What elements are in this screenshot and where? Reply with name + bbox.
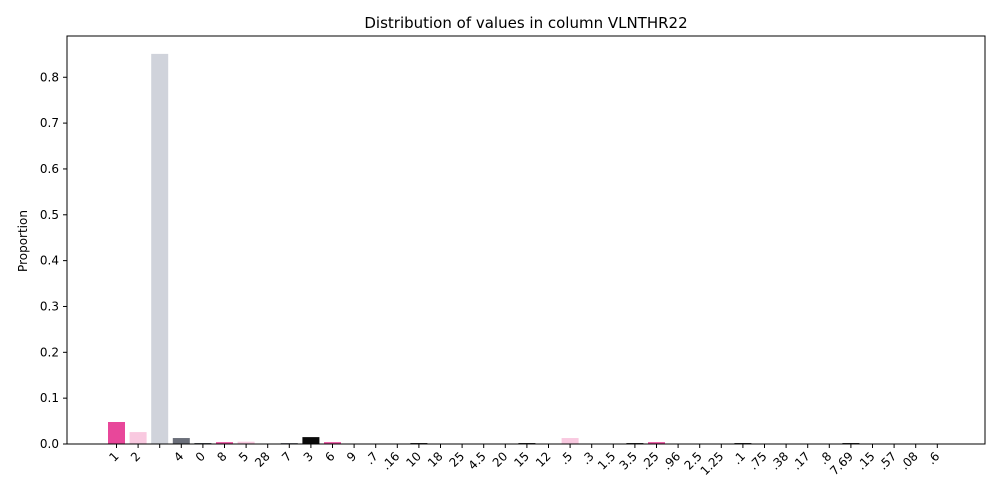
y-ticks-group: 0.0 0.1 0.2 0.3 0.4 0.5 0.6 0.7 0.8 [40, 70, 67, 451]
x-tick-label-3: 4 [171, 449, 186, 464]
x-tick-label-36: .57 [876, 449, 899, 472]
x-tick-label-21: .5 [557, 449, 575, 467]
x-ticks-group: 1 2 4 0 8 5 28 7 3 6 9.7.16 10 18 254.5 20 15 12.5.31.53… [106, 444, 942, 478]
plot-frame [66, 35, 986, 445]
y-tick-label-0: 0.0 [40, 437, 59, 451]
x-tick-label-6: 5 [236, 449, 251, 464]
bar-10 [324, 442, 341, 444]
x-tick-label-17: 4.5 [465, 449, 488, 472]
bars-group [108, 53, 946, 444]
y-tick-label-8: 0.8 [40, 70, 59, 84]
y-tick-label-6: 0.6 [40, 162, 59, 176]
x-tick-label-18: 20 [490, 449, 511, 470]
x-tick-label-8: 7 [279, 449, 294, 464]
x-tick-label-15: 18 [425, 449, 446, 470]
bar-3 [172, 438, 190, 444]
x-tick-label-31: .38 [768, 449, 791, 472]
x-tick-label-37: .08 [897, 449, 920, 472]
x-tick-label-14: 10 [403, 449, 424, 470]
bar-6 [237, 441, 255, 444]
y-tick-label-1: 0.1 [40, 391, 59, 405]
x-tick-label-38: .6 [924, 449, 942, 467]
x-tick-label-20: 12 [533, 449, 554, 470]
x-tick-label-23: 1.5 [595, 449, 618, 472]
y-tick-label-4: 0.4 [40, 254, 59, 268]
x-tick-label-0: 1 [106, 449, 121, 464]
x-tick-label-10: 6 [322, 449, 337, 464]
x-tick-label-28: 1.25 [698, 449, 727, 478]
bar-21 [561, 438, 579, 444]
x-tick-label-5: 8 [214, 449, 229, 464]
x-tick-label-11: 9 [344, 449, 359, 464]
x-tick-label-34: 7.69 [827, 449, 856, 478]
x-tick-label-22: .3 [579, 449, 597, 467]
x-tick-label-24: 3.5 [617, 449, 640, 472]
y-tick-label-5: 0.5 [40, 208, 59, 222]
x-tick-label-32: .17 [789, 449, 812, 472]
y-tick-label-2: 0.2 [40, 345, 59, 359]
bar-2 [151, 53, 169, 444]
bar-9 [302, 437, 320, 444]
x-tick-label-19: 15 [511, 449, 532, 470]
x-tick-label-25: .25 [638, 449, 661, 472]
x-tick-label-29: .1 [730, 449, 748, 467]
x-tick-label-35: .15 [854, 449, 877, 472]
x-tick-label-30: .75 [746, 449, 769, 472]
y-axis-label: Proportion [16, 210, 30, 272]
bar-0 [108, 422, 125, 444]
x-tick-label-7: 28 [252, 449, 273, 470]
x-tick-label-13: .16 [379, 449, 402, 472]
x-tick-label-12: .7 [363, 449, 381, 467]
bar-25 [648, 442, 665, 444]
y-tick-label-3: 0.3 [40, 299, 59, 313]
x-tick-label-4: 0 [193, 449, 208, 464]
y-tick-label-7: 0.7 [40, 116, 59, 130]
x-tick-label-16: 25 [447, 449, 468, 470]
bar-1 [129, 432, 147, 444]
chart-title: Distribution of values in column VLNTHR2… [364, 14, 687, 32]
bar-5 [216, 442, 233, 444]
x-tick-label-1: 2 [128, 449, 143, 464]
x-tick-label-26: .96 [660, 449, 683, 472]
x-tick-label-9: 3 [301, 449, 316, 464]
